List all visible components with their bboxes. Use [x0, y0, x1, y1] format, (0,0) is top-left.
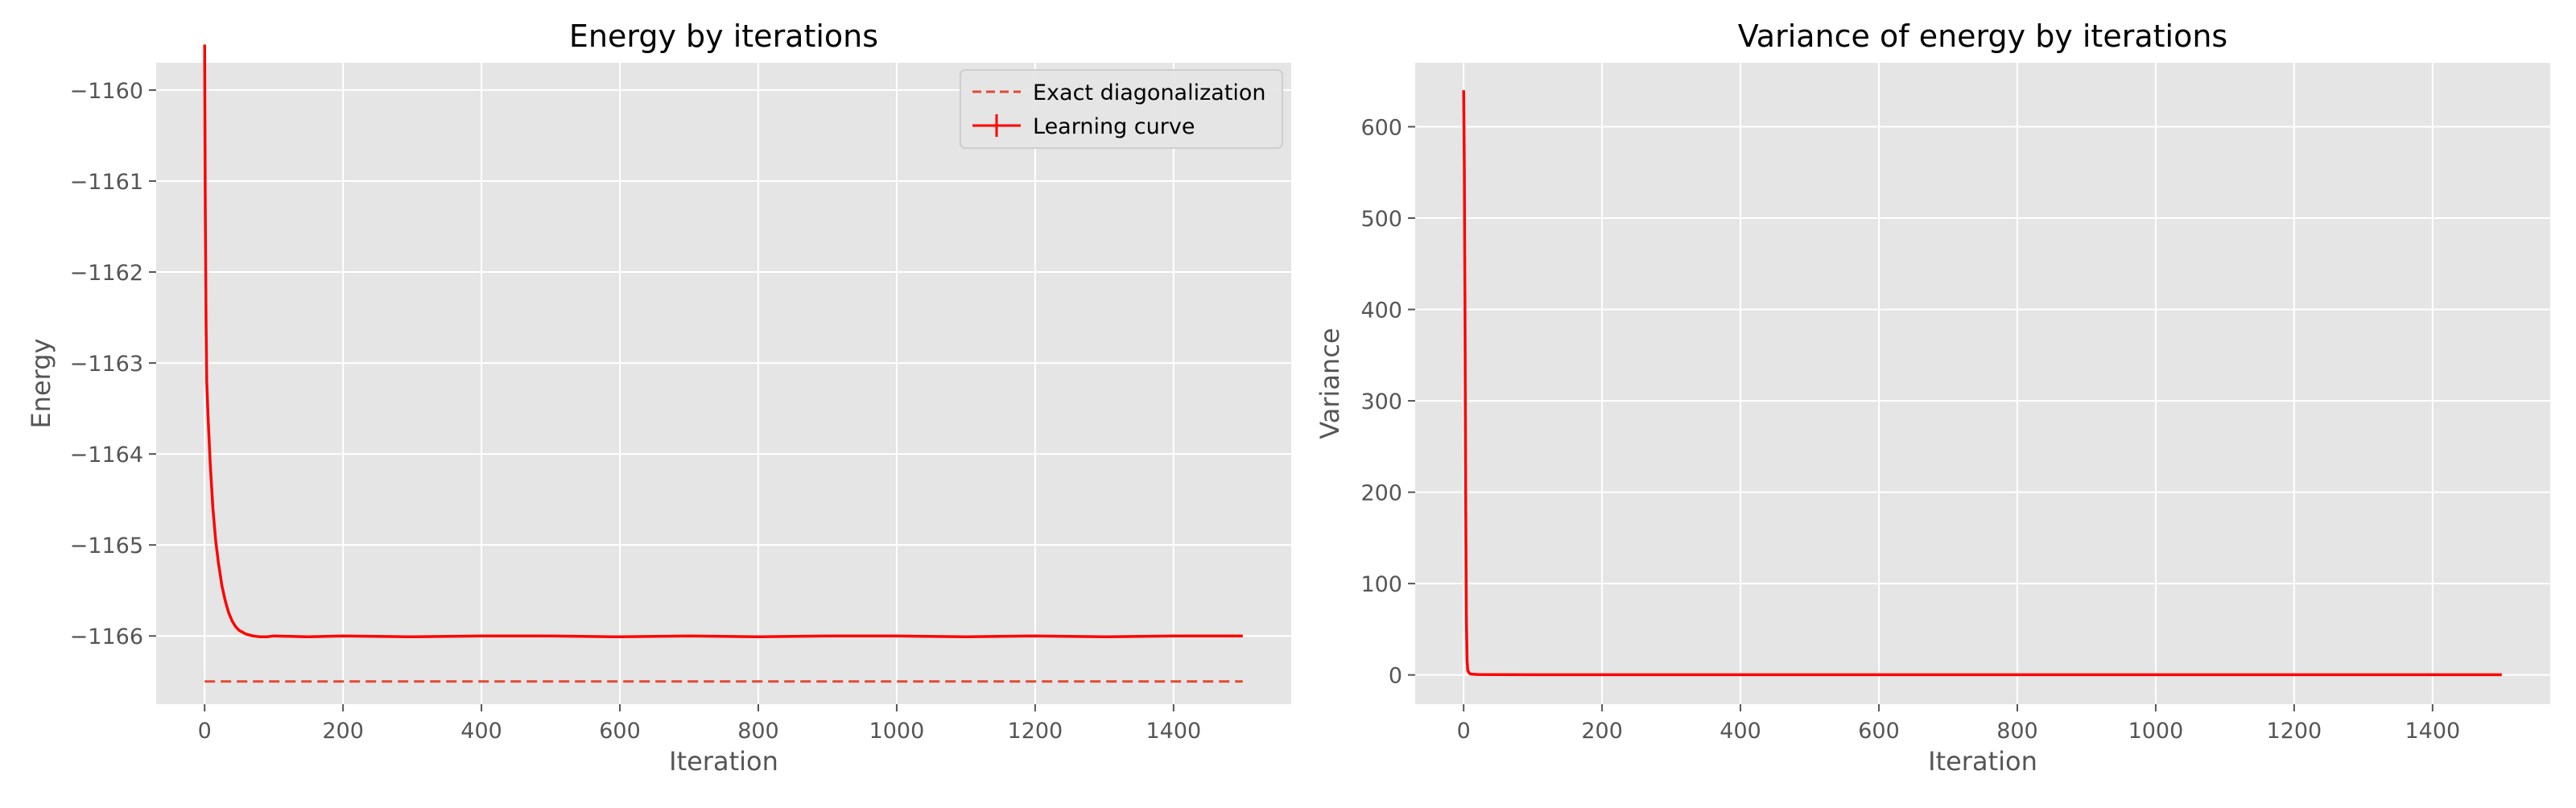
variance-x-tick-label: 800: [1996, 719, 2038, 744]
energy-y-tick-label: −1163: [70, 352, 143, 377]
variance-plot-area: [1415, 63, 2550, 704]
energy-x-tick-label: 1400: [1146, 719, 1201, 744]
energy-y-tick-label: −1161: [70, 170, 143, 195]
variance-chart-title: Variance of energy by iterations: [1738, 19, 2227, 54]
energy-x-tick-label: 400: [460, 719, 502, 744]
variance-y-axis-label: Variance: [1315, 328, 1345, 439]
energy-chart: 0 200 400 600 800 1000 1200 1400 −1166 −1165 −1164…: [26, 19, 1291, 777]
legend-learning-label: Learning curve: [1033, 114, 1195, 139]
variance-series-line: [1462, 90, 2502, 677]
energy-x-tick-label: 600: [599, 719, 641, 744]
variance-x-tick-label: 0: [1457, 719, 1471, 744]
variance-x-tick-label: 400: [1719, 719, 1761, 744]
variance-y-tick-label: 200: [1360, 481, 1402, 506]
variance-series: [1462, 90, 2502, 677]
variance-y-tick-label: 0: [1389, 664, 1402, 689]
energy-y-tick-label: −1164: [70, 443, 143, 468]
variance-y-tick-label: 100: [1360, 572, 1402, 597]
energy-y-axis-label: Energy: [26, 338, 56, 428]
variance-x-axis-label: Iteration: [1928, 746, 2037, 777]
energy-x-tick-label: 200: [322, 719, 364, 744]
energy-y-tick-label: −1160: [70, 79, 143, 104]
variance-chart: 0 200 400 600 800 1000 1200 1400 0 100 200 300 400 50…: [1315, 19, 2550, 777]
energy-y-tick-label: −1162: [70, 261, 143, 286]
variance-y-tick-label: 300: [1360, 390, 1402, 414]
energy-x-tick-label: 1200: [1008, 719, 1063, 744]
energy-legend: Exact diagonalization Learning curve: [960, 69, 1283, 149]
variance-x-tick-label: 600: [1858, 719, 1900, 744]
variance-ticks: 0 200 400 600 800 1000 1200 1400 0 100 200 300 400 50…: [1360, 115, 2460, 744]
energy-plot-area: [156, 63, 1291, 704]
legend-frame: [960, 69, 1283, 149]
energy-y-tick-label: −1166: [70, 625, 143, 649]
variance-x-tick-label: 1400: [2405, 719, 2460, 744]
energy-x-tick-label: 1000: [869, 719, 925, 744]
variance-y-tick-label: 600: [1360, 115, 1402, 140]
legend-exact-label: Exact diagonalization: [1033, 80, 1266, 105]
variance-y-tick-label: 400: [1360, 299, 1402, 324]
energy-chart-title: Energy by iterations: [569, 19, 878, 54]
variance-x-tick-label: 200: [1581, 719, 1623, 744]
energy-y-tick-label: −1165: [70, 534, 143, 559]
variance-y-tick-label: 500: [1360, 207, 1402, 232]
energy-series-line: [203, 44, 1243, 639]
energy-x-tick-label: 0: [198, 719, 212, 744]
energy-ticks: 0 200 400 600 800 1000 1200 1400 −1166 −1165 −1164…: [70, 79, 1202, 744]
energy-x-axis-label: Iteration: [669, 746, 778, 777]
variance-x-tick-label: 1200: [2267, 719, 2322, 744]
energy-x-tick-label: 800: [737, 719, 779, 744]
energy-series: [203, 44, 1243, 683]
variance-x-tick-label: 1000: [2128, 719, 2184, 744]
